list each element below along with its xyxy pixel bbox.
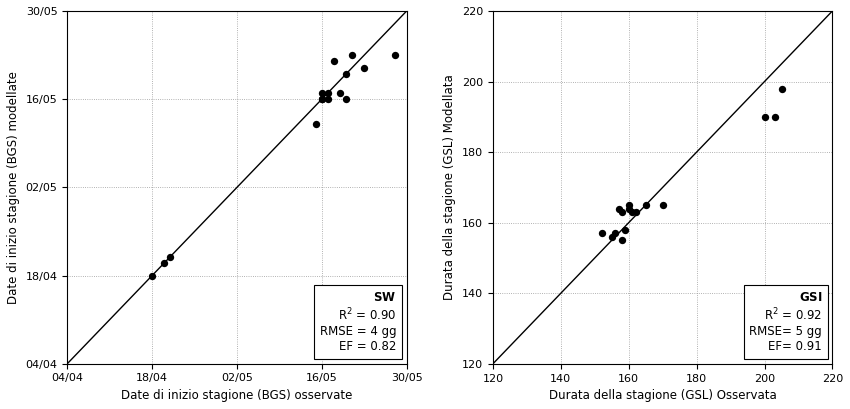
Point xyxy=(315,96,329,102)
Point xyxy=(656,202,670,208)
Text: $\bf{SW}$
R$^2$ = 0.90
RMSE = 4 gg
EF = 0.82: $\bf{SW}$ R$^2$ = 0.90 RMSE = 4 gg EF = … xyxy=(320,291,396,353)
Point xyxy=(615,209,629,215)
Point xyxy=(315,90,329,96)
Y-axis label: Durata della stagione (GSL) Modellata: Durata della stagione (GSL) Modellata xyxy=(444,74,456,300)
Point xyxy=(626,209,639,215)
Point xyxy=(321,90,335,96)
Y-axis label: Date di inizio stagione (BGS) modellate: Date di inizio stagione (BGS) modellate xyxy=(7,71,20,304)
Point xyxy=(595,230,609,236)
Point xyxy=(358,64,371,71)
Point xyxy=(157,260,171,266)
Point xyxy=(145,272,159,279)
Point xyxy=(622,202,636,208)
X-axis label: Date di inizio stagione (BGS) osservate: Date di inizio stagione (BGS) osservate xyxy=(122,389,353,402)
Point xyxy=(605,234,619,240)
Point xyxy=(309,121,322,128)
Point xyxy=(327,58,341,65)
Point xyxy=(339,71,353,77)
Point xyxy=(768,114,781,120)
Point xyxy=(629,209,643,215)
X-axis label: Durata della stagione (GSL) Osservata: Durata della stagione (GSL) Osservata xyxy=(549,389,777,402)
Point xyxy=(333,90,347,96)
Point xyxy=(615,237,629,243)
Point xyxy=(163,254,177,260)
Point xyxy=(315,96,329,102)
Point xyxy=(609,230,622,236)
Point xyxy=(619,227,632,233)
Text: $\bf{GSI}$
R$^2$ = 0.92
RMSE= 5 gg
EF= 0.91: $\bf{GSI}$ R$^2$ = 0.92 RMSE= 5 gg EF= 0… xyxy=(750,291,822,353)
Point xyxy=(612,205,626,212)
Point xyxy=(622,205,636,212)
Point xyxy=(345,52,359,58)
Point xyxy=(339,96,353,102)
Point xyxy=(774,85,788,92)
Point xyxy=(757,114,771,120)
Point xyxy=(639,202,653,208)
Point xyxy=(388,52,401,58)
Point xyxy=(321,96,335,102)
